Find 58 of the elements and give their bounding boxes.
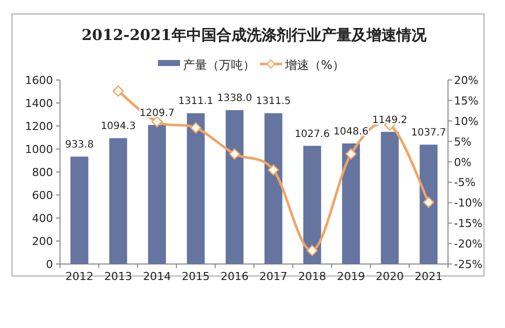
- bar: [70, 156, 88, 264]
- legend-label: 增速（%）: [284, 58, 344, 72]
- bar: [342, 143, 360, 264]
- y2-tick-label: -15%: [454, 217, 482, 230]
- bar: [186, 113, 205, 264]
- y-tick-label: 800: [32, 166, 53, 179]
- x-tick-label: 2015: [182, 270, 210, 283]
- x-tick-label: 2016: [220, 270, 249, 283]
- point: [345, 148, 357, 160]
- data-label: 1094.3: [100, 121, 136, 132]
- x-tick-label: 2017: [259, 270, 288, 283]
- bar: [264, 113, 282, 264]
- bar: [303, 146, 322, 264]
- bar: [420, 144, 438, 264]
- x-tick-label: 2018: [298, 270, 326, 283]
- bar: [148, 124, 166, 264]
- data-label: 1338.0: [217, 93, 252, 104]
- bar: [226, 110, 244, 264]
- y2-tick-label: -25%: [454, 258, 482, 271]
- y-tick-label: 1000: [25, 143, 53, 156]
- x-tick-label: 2021: [414, 270, 443, 283]
- point: [306, 244, 318, 256]
- y-tick-label: 1400: [25, 97, 53, 110]
- point: [229, 148, 240, 160]
- x-tick-label: 2019: [337, 270, 365, 283]
- data-label: 1149.2: [372, 114, 408, 126]
- y2-tick-label: 20%: [454, 74, 478, 87]
- legend-label: 产量（万吨）: [183, 58, 255, 72]
- y-tick-label: 600: [32, 189, 53, 202]
- y2-tick-label: 10%: [454, 114, 478, 128]
- y2-tick-label: -5%: [454, 176, 476, 190]
- x-tick-label: 2012: [65, 270, 94, 283]
- y-tick-label: 0: [46, 258, 53, 271]
- x-tick-label: 2013: [104, 270, 132, 283]
- y2-tick-label: 15%: [454, 94, 478, 108]
- point: [112, 85, 124, 97]
- x-tick-label: 2020: [376, 270, 404, 283]
- x-tick-label: 2014: [143, 270, 171, 283]
- y2-tick-label: -20%: [454, 238, 482, 251]
- data-label: 933.8: [65, 140, 94, 151]
- data-label: 1027.6: [294, 128, 330, 140]
- data-label: 1037.7: [411, 128, 446, 139]
- chart-title: 2012-2021年中国合成洗涤剂行业产量及增速情况: [82, 26, 428, 44]
- y-tick-label: 400: [32, 212, 53, 225]
- bar: [380, 132, 399, 264]
- y2-tick-label: -10%: [454, 196, 482, 210]
- y2-tick-label: 5%: [454, 135, 472, 148]
- y-tick-label: 1200: [25, 120, 53, 133]
- point: [190, 122, 202, 134]
- data-label: 1311.5: [256, 96, 291, 108]
- point: [423, 196, 434, 208]
- y-tick-label: 200: [32, 235, 53, 248]
- data-label: 1311.1: [178, 96, 214, 108]
- y-tick-label: 1600: [25, 74, 53, 87]
- point: [268, 164, 279, 176]
- bar: [109, 138, 128, 264]
- y2-tick-label: 0%: [454, 156, 472, 169]
- point: [151, 116, 163, 128]
